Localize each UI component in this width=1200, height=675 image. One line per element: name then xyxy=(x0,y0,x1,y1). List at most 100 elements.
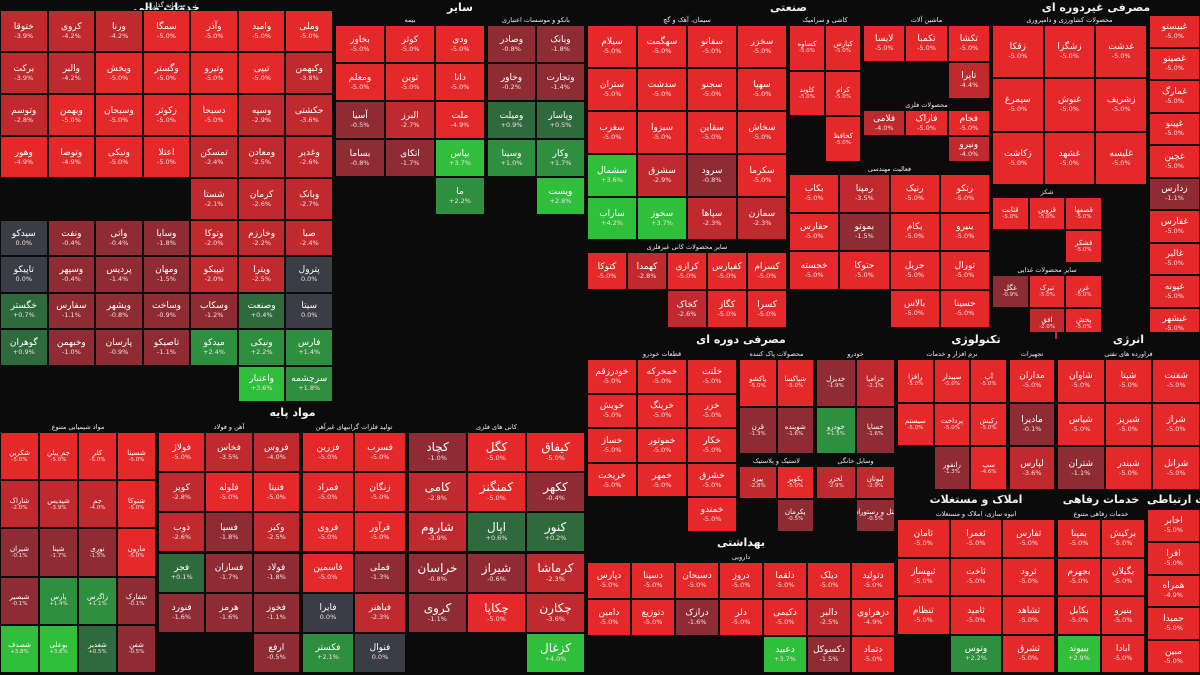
stock-tile[interactable]: وخارزم -2.2% xyxy=(237,220,286,257)
stock-tile[interactable]: رافزا -5.0% xyxy=(897,359,934,403)
stock-tile[interactable]: واتی -0.4% xyxy=(95,220,143,257)
stock-tile[interactable]: بالاس -5.0% xyxy=(889,289,940,328)
stock-tile[interactable]: درازک -1.6% xyxy=(675,599,719,636)
stock-tile[interactable]: کویر -2.8% xyxy=(158,472,206,513)
stock-tile[interactable]: فملی -1.3% xyxy=(354,552,406,593)
stock-tile[interactable]: شتوکا -5.0% xyxy=(117,480,156,529)
stock-tile[interactable]: وتجارت -1.4% xyxy=(536,63,585,101)
stock-tile[interactable]: تمسکن -2.4% xyxy=(190,136,238,178)
stock-tile[interactable]: وسکاب -1.2% xyxy=(190,292,238,330)
stock-tile[interactable]: اعتلا -5.0% xyxy=(142,136,191,178)
stock-tile[interactable]: فروی -5.0% xyxy=(302,512,354,553)
stock-tile[interactable]: سشمال +3.6% xyxy=(587,154,637,197)
stock-tile[interactable]: فولاژ -5.0% xyxy=(158,432,206,473)
stock-tile[interactable]: ککهر -0.4% xyxy=(526,472,585,513)
stock-tile[interactable]: اخابر -5.0% xyxy=(1147,509,1200,542)
stock-tile[interactable]: خراسان -0.8% xyxy=(408,552,467,593)
stock-tile[interactable]: لابسا -5.0% xyxy=(863,25,906,62)
stock-tile[interactable]: وهور -4.9% xyxy=(0,136,48,178)
stock-tile[interactable]: تیپیکو -2.0% xyxy=(190,256,238,293)
stock-tile[interactable]: فزرین -5.0% xyxy=(302,432,354,473)
stock-tile[interactable]: فسپا -1.8% xyxy=(205,512,253,553)
stock-tile[interactable]: خگستر +0.7% xyxy=(0,292,48,330)
stock-tile[interactable]: شاراک -2.0% xyxy=(0,480,39,529)
stock-tile[interactable]: سخوز +3.7% xyxy=(637,197,687,240)
stock-tile[interactable]: آسیا -0.5% xyxy=(335,101,385,139)
stock-tile[interactable]: غپینو -5.0% xyxy=(1149,112,1200,145)
stock-tile[interactable]: بکاب -5.0% xyxy=(789,174,840,213)
stock-tile[interactable]: کرمان -2.6% xyxy=(237,178,286,220)
stock-tile[interactable]: سرود -0.8% xyxy=(687,154,737,197)
stock-tile[interactable]: وتوسم -2.8% xyxy=(0,94,48,136)
stock-tile[interactable]: ومعادن -2.5% xyxy=(237,136,286,178)
stock-tile[interactable]: البرز -2.7% xyxy=(385,101,435,139)
stock-tile[interactable]: فلامی -4.0% xyxy=(863,110,906,136)
stock-tile[interactable]: وکبهمن -3.8% xyxy=(285,52,333,94)
stock-tile[interactable]: کرماشا -2.3% xyxy=(526,552,585,593)
stock-tile[interactable]: سبزوا -5.0% xyxy=(637,111,687,154)
stock-tile[interactable]: اتکای -1.7% xyxy=(385,139,435,177)
stock-tile[interactable]: حتوکا -5.0% xyxy=(839,251,890,290)
stock-tile[interactable]: خویش -5.0% xyxy=(587,393,637,429)
stock-tile[interactable]: غمارگ -5.0% xyxy=(1149,80,1200,113)
stock-tile[interactable]: وسپهر -0.4% xyxy=(47,256,96,293)
stock-tile[interactable]: سپ -4.6% xyxy=(970,446,1007,490)
stock-tile[interactable]: پاکشو -5.0% xyxy=(739,359,777,407)
stock-tile[interactable]: وگستر -5.0% xyxy=(142,52,191,94)
stock-tile[interactable]: پرداخت -5.0% xyxy=(933,402,971,447)
stock-tile[interactable]: زدارس -1.1% xyxy=(1149,177,1200,210)
stock-tile[interactable]: مادیرا -0.1% xyxy=(1009,402,1055,447)
stock-tile[interactable]: افرا -5.0% xyxy=(1147,541,1200,575)
stock-tile[interactable]: دروز -5.0% xyxy=(719,562,763,599)
stock-tile[interactable]: ارفع -0.5% xyxy=(252,632,300,673)
stock-tile[interactable]: سفارس -1.1% xyxy=(47,292,96,330)
stock-tile[interactable]: وکبر -2.5% xyxy=(252,512,300,553)
stock-tile[interactable]: برکیش -5.0% xyxy=(1101,519,1145,558)
stock-tile[interactable]: شپنا -5.0% xyxy=(1104,359,1153,403)
stock-tile[interactable]: خمحرکه -5.0% xyxy=(637,359,687,394)
stock-tile[interactable]: رانفور -1.3% xyxy=(933,446,971,490)
stock-tile[interactable]: فارس +1.4% xyxy=(285,329,333,366)
stock-tile[interactable]: وسپه -2.9% xyxy=(237,94,286,136)
stock-tile[interactable]: کیفاق -5.0% xyxy=(526,432,585,473)
stock-tile[interactable]: سغرب -5.0% xyxy=(587,111,637,154)
stock-tile[interactable]: خشرق -5.0% xyxy=(687,462,737,498)
stock-tile[interactable]: شغدیر +0.5% xyxy=(78,624,117,673)
stock-tile[interactable]: فباهنر -2.3% xyxy=(354,592,406,633)
stock-tile[interactable]: شبریز -5.0% xyxy=(1104,402,1153,447)
stock-tile[interactable]: واعتبار +3.6% xyxy=(237,365,286,402)
stock-tile[interactable]: مبین -5.0% xyxy=(1147,640,1200,673)
stock-tile[interactable]: هتل و رستوران-0.5% xyxy=(855,499,895,532)
stock-tile[interactable]: گوهران +0.9% xyxy=(0,329,48,366)
stock-tile[interactable]: خساپا -1.6% xyxy=(855,406,895,454)
stock-tile[interactable]: فنورد -1.6% xyxy=(158,592,206,633)
stock-tile[interactable]: فروس -4.0% xyxy=(252,432,300,473)
stock-tile[interactable]: غدشت -5.0% xyxy=(1095,25,1147,79)
stock-tile[interactable]: تاپیکو 0.0% xyxy=(0,256,48,293)
stock-tile[interactable]: ونیرو -4.0% xyxy=(947,136,990,162)
stock-tile[interactable]: زکاشت -5.0% xyxy=(992,131,1044,185)
stock-tile[interactable]: زقکا -5.0% xyxy=(992,25,1044,79)
stock-tile[interactable]: بکابل -5.0% xyxy=(1057,596,1101,635)
stock-tile[interactable]: وبهمن -5.0% xyxy=(47,94,96,136)
stock-tile[interactable]: غنوش -5.0% xyxy=(1043,78,1096,132)
stock-tile[interactable]: وتیرو -5.0% xyxy=(190,52,238,94)
stock-tile[interactable]: دانا -5.0% xyxy=(435,63,485,101)
stock-tile[interactable]: ومیلت +0.9% xyxy=(487,101,536,139)
stock-tile[interactable]: خرینگ -5.0% xyxy=(637,393,687,429)
stock-tile[interactable]: خزر -5.0% xyxy=(687,393,737,429)
stock-tile[interactable]: پردیس -1.4% xyxy=(95,256,143,293)
stock-tile[interactable]: کپارس -5.0% xyxy=(825,25,861,71)
stock-tile[interactable]: شراز -5.0% xyxy=(1152,402,1200,447)
stock-tile[interactable]: وسینا +1.0% xyxy=(487,139,536,177)
stock-tile[interactable]: تکمبا -5.0% xyxy=(905,25,948,62)
stock-tile[interactable]: ثعمرا -5.0% xyxy=(949,519,1003,558)
stock-tile[interactable]: سهگمت -5.0% xyxy=(637,25,687,68)
stock-tile[interactable]: بنیرو -5.0% xyxy=(939,212,990,251)
stock-tile[interactable]: وتوصا -4.9% xyxy=(47,136,96,178)
stock-tile[interactable]: همراه -4.9% xyxy=(1147,574,1200,608)
stock-tile[interactable]: وکار +1.7% xyxy=(536,139,585,177)
stock-tile[interactable]: ویست +2.8% xyxy=(536,177,585,215)
stock-tile[interactable]: قصفها -5.0% xyxy=(1065,197,1102,230)
stock-tile[interactable]: جم پیلن -5.0% xyxy=(39,432,78,481)
